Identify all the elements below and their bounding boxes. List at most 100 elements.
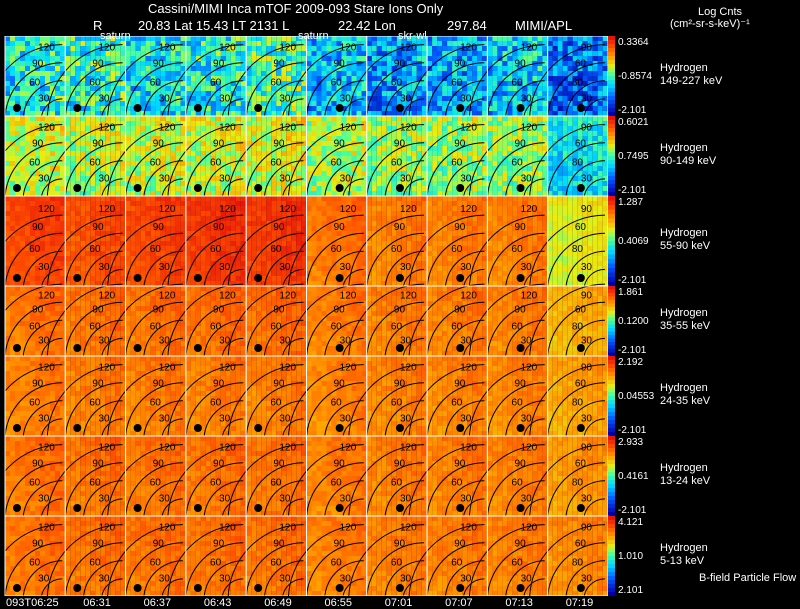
contour-arc [245,142,304,201]
contour-arc [306,62,364,121]
contour-arc [107,364,183,441]
contour-arc [444,319,485,360]
contour-label: 30 [400,414,412,425]
contour-arc [523,578,545,596]
saturn-marker [133,584,142,592]
contour-label: 30 [400,262,412,273]
colorbar-min: -2.101 [618,105,647,116]
contour-label: 30 [38,262,50,273]
species-name: Hydrogen [660,62,708,74]
contour-label: 80 [572,478,584,489]
contour-label: 120 [521,522,538,533]
contour-arc [185,142,244,201]
contour-label: 60 [89,398,101,409]
contour-label: 60 [150,321,162,332]
contour-arc [65,542,123,596]
saturn-marker [335,104,344,112]
saturn-marker [335,504,344,512]
contour-arc [282,578,304,596]
contour-label: 120 [460,204,477,215]
contour-label: 90 [334,222,346,233]
contour-arc [408,364,485,441]
saturn-marker [193,584,202,592]
time-label: 06:31 [83,597,111,609]
saturn-marker [193,184,202,192]
contour-label: 120 [340,204,357,215]
contour-label: 90 [273,58,285,69]
contour-arc [384,250,425,291]
contour-arc [504,480,545,521]
contour-arc [505,560,545,596]
contour-label: 30 [159,174,171,185]
contour-label: 90 [32,538,44,549]
contour-arc [203,480,244,521]
saturn-marker [395,104,404,112]
contour-arc [4,301,63,360]
panel-image [246,436,312,516]
contour-arc [444,400,485,441]
contour-label: 120 [460,291,477,302]
contour-arc [324,480,364,521]
contour-arc [167,124,244,201]
contour-arc [408,444,485,521]
contour-label: 90 [273,538,285,549]
time-label: 06:37 [143,597,172,609]
contour-label: 60 [575,138,587,149]
contour-arc [101,578,123,596]
log-counts-label: Log Cnts [698,6,743,18]
contour-label: 120 [38,122,55,133]
contour-label: 60 [210,158,222,169]
contour-label: 30 [38,414,50,425]
saturn-marker [576,584,585,592]
contour-label: 30 [340,414,352,425]
contour-arc [167,44,244,121]
contour-arc [0,524,63,559]
contour-arc [245,62,304,121]
panel-image [306,36,372,116]
colorbar-min: -2.101 [618,275,647,286]
time-label: 06:43 [203,597,232,609]
contour-label: 90 [92,458,104,469]
contour-label: 60 [210,558,222,569]
contour-label: 120 [340,122,357,133]
contour-arc [444,80,485,121]
contour-arc [227,444,304,521]
contour-arc [245,301,304,360]
panel-image [366,516,432,596]
contour-arc [64,462,123,521]
contour-label: 60 [512,398,524,409]
energy-range: 35-55 keV [660,320,711,332]
contour-label: 60 [150,398,162,409]
contour-label: 60 [391,158,403,169]
contour-label: 60 [270,158,282,169]
contour-label: 90 [515,378,527,389]
saturn-marker [73,104,82,112]
contour-label: 90 [334,538,346,549]
contour-arc [504,250,545,291]
plot-title: Cassini/MIMI Inca mTOF 2009-093 Stare Io… [148,1,444,16]
contour-label: 60 [331,78,343,89]
contour-label: 60 [575,58,587,69]
contour-arc [263,319,304,360]
contour-arc [444,480,485,521]
saturn-marker [73,184,82,192]
contour-label: 60 [391,398,403,409]
contour-label: 60 [29,244,41,255]
species-name: Hydrogen [660,382,708,394]
contour-label: 60 [512,158,524,169]
contour-label: 60 [451,478,463,489]
saturn-marker [193,274,202,282]
position-coords: 20.83 Lat 15.43 LT 2131 L [138,18,290,33]
saturn-marker [133,184,142,192]
color-bar [608,356,615,437]
contour-label: 60 [451,158,463,169]
contour-label: 90 [394,305,406,316]
contour-label: 60 [451,244,463,255]
saturn-marker [456,184,465,192]
panel-image [246,356,312,436]
species-name: Hydrogen [660,142,708,154]
contour-label: 30 [460,174,472,185]
contour-label: 120 [98,122,115,133]
contour-label: 120 [219,291,236,302]
contour-arc [227,214,304,291]
